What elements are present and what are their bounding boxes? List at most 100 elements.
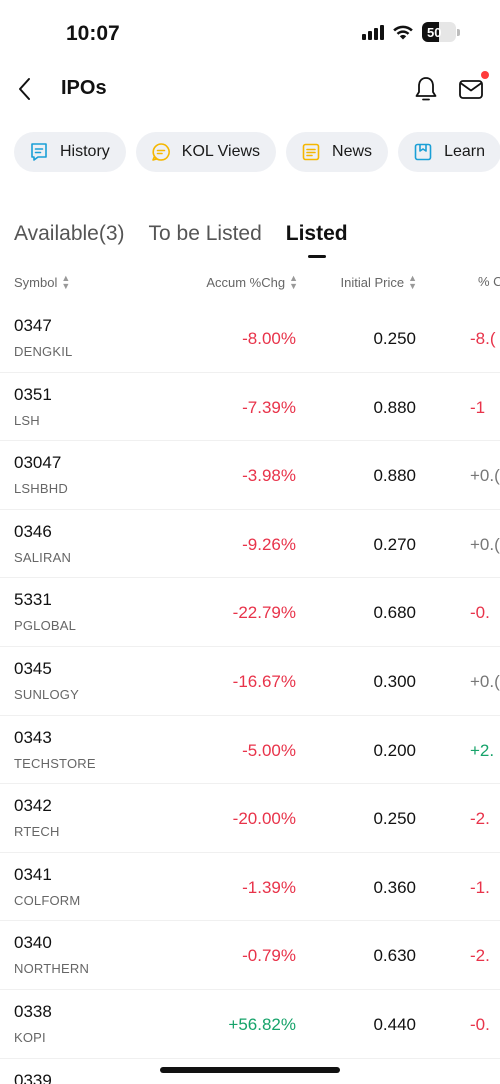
pct-chg-value: -2. — [470, 809, 490, 829]
page-title: IPOs — [61, 77, 107, 100]
symbol-code: 0338 — [14, 1002, 52, 1022]
kol-views-chip-label: KOL Views — [182, 143, 260, 161]
symbol-code: 0340 — [14, 933, 52, 953]
learn-chip-label: Learn — [444, 143, 485, 161]
kol-views-chip[interactable]: KOL Views — [136, 132, 276, 172]
table-row[interactable]: 5331 PGLOBAL -22.79% 0.680 -0. — [0, 578, 500, 647]
pct-chg-value: +0.( — [470, 466, 500, 486]
pct-chg-value: +0.( — [470, 672, 500, 692]
table-row[interactable]: 0338 KOPI +56.82% 0.440 -0. — [0, 990, 500, 1059]
pct-chg-value: -2. — [470, 946, 490, 966]
symbol-name: COLFORM — [14, 893, 80, 908]
wifi-icon — [392, 24, 414, 40]
symbol-column-label: Symbol — [14, 275, 57, 290]
pct-chg-value: -0. — [470, 603, 490, 623]
symbol-code: 0343 — [14, 728, 52, 748]
symbol-code: 5331 — [14, 590, 52, 610]
chevron-left-icon — [17, 77, 33, 101]
accum-chg-value: -3.98% — [242, 466, 296, 486]
initial-price-value: 0.300 — [373, 672, 416, 692]
bell-icon — [410, 73, 442, 105]
header: IPOs — [0, 64, 500, 114]
messages-button[interactable] — [455, 73, 489, 105]
history-chip[interactable]: History — [14, 132, 126, 172]
learn-chip[interactable]: Learn — [398, 132, 500, 172]
table-row[interactable]: 0345 SUNLOGY -16.67% 0.300 +0.( — [0, 647, 500, 716]
table-row[interactable]: 0340 NORTHERN -0.79% 0.630 -2. — [0, 921, 500, 990]
initial-price-value: 0.360 — [373, 878, 416, 898]
symbol-name: PGLOBAL — [14, 618, 76, 633]
symbol-code: 0351 — [14, 385, 52, 405]
symbol-name: TECHSTORE — [14, 756, 96, 771]
learn-icon — [412, 141, 434, 163]
accum-chg-value: -20.00% — [233, 809, 296, 829]
history-icon — [28, 141, 50, 163]
history-chip-label: History — [60, 143, 110, 161]
table-row[interactable]: 0346 SALIRAN -9.26% 0.270 +0.( — [0, 510, 500, 579]
accum-chg-value: -7.39% — [242, 398, 296, 418]
initial-price-value: 0.200 — [373, 741, 416, 761]
unread-badge — [481, 71, 489, 79]
news-chip[interactable]: News — [286, 132, 388, 172]
battery-level: 50 — [422, 25, 441, 40]
accum-chg-value: +56.82% — [228, 1015, 296, 1035]
battery-icon: 50 — [422, 22, 460, 42]
symbol-code: 0346 — [14, 522, 52, 542]
active-tab-indicator — [308, 255, 326, 258]
initial-price-column-header[interactable]: Initial Price ▲ ▼ — [341, 274, 418, 290]
sort-icon: ▲ ▼ — [408, 274, 417, 290]
shortcut-chips: History KOL Views News Learn — [14, 132, 500, 172]
home-indicator — [160, 1067, 340, 1073]
initial-price-value: 0.680 — [373, 603, 416, 623]
tab-listed[interactable]: Listed — [286, 222, 348, 246]
status-bar: 10:07 50 — [0, 0, 500, 64]
table-row[interactable]: 0341 COLFORM -1.39% 0.360 -1. — [0, 853, 500, 922]
table-row[interactable]: 0351 LSH -7.39% 0.880 -1 — [0, 373, 500, 442]
initial-price-value: 0.630 — [373, 946, 416, 966]
status-icons: 50 — [362, 22, 460, 42]
initial-price-column-label: Initial Price — [341, 275, 405, 290]
tab-listed-label: Listed — [286, 222, 348, 245]
symbol-column-header[interactable]: Symbol ▲ ▼ — [14, 274, 70, 290]
cellular-signal-icon — [362, 24, 384, 40]
symbol-name: LSH — [14, 413, 40, 428]
symbol-code: 0347 — [14, 316, 52, 336]
tab-available[interactable]: Available(3) — [14, 222, 125, 246]
table-row[interactable]: 0347 DENGKIL -8.00% 0.250 -8.( — [0, 304, 500, 373]
accum-chg-value: -8.00% — [242, 329, 296, 349]
pct-chg-value: -1 — [470, 398, 485, 418]
symbol-code: 0341 — [14, 865, 52, 885]
initial-price-value: 0.270 — [373, 535, 416, 555]
initial-price-value: 0.250 — [373, 809, 416, 829]
table-row[interactable]: 0342 RTECH -20.00% 0.250 -2. — [0, 784, 500, 853]
notifications-button[interactable] — [410, 73, 442, 105]
back-button[interactable] — [10, 74, 40, 104]
accum-chg-column-header[interactable]: Accum %Chg ▲ ▼ — [206, 274, 298, 290]
news-chip-label: News — [332, 143, 372, 161]
accum-chg-column-label: Accum %Chg — [206, 275, 285, 290]
news-icon — [300, 141, 322, 163]
table-row[interactable]: 0343 TECHSTORE -5.00% 0.200 +2. — [0, 716, 500, 785]
symbol-name: SALIRAN — [14, 550, 71, 565]
pct-chg-value: +2. — [470, 741, 494, 761]
kol-views-icon — [150, 141, 172, 163]
table-row[interactable]: 03047 LSHBHD -3.98% 0.880 +0.( — [0, 441, 500, 510]
symbol-name: NORTHERN — [14, 961, 89, 976]
accum-chg-value: -16.67% — [233, 672, 296, 692]
column-headers: Symbol ▲ ▼ Accum %Chg ▲ ▼ Initial Price ▲ ▼… — [0, 272, 500, 296]
tab-to-be-listed[interactable]: To be Listed — [149, 222, 262, 246]
initial-price-value: 0.880 — [373, 466, 416, 486]
accum-chg-value: -1.39% — [242, 878, 296, 898]
initial-price-value: 0.880 — [373, 398, 416, 418]
accum-chg-value: -9.26% — [242, 535, 296, 555]
pct-chg-value: +0.( — [470, 535, 500, 555]
pct-chg-value: -0. — [470, 1015, 490, 1035]
pct-chg-column-header[interactable]: % C — [478, 274, 500, 289]
symbol-name: LSHBHD — [14, 481, 68, 496]
symbol-code: 0345 — [14, 659, 52, 679]
initial-price-value: 0.440 — [373, 1015, 416, 1035]
symbol-code: 0342 — [14, 796, 52, 816]
symbol-name: DENGKIL — [14, 344, 72, 359]
symbol-name: KOPI — [14, 1030, 46, 1045]
accum-chg-value: -0.79% — [242, 946, 296, 966]
